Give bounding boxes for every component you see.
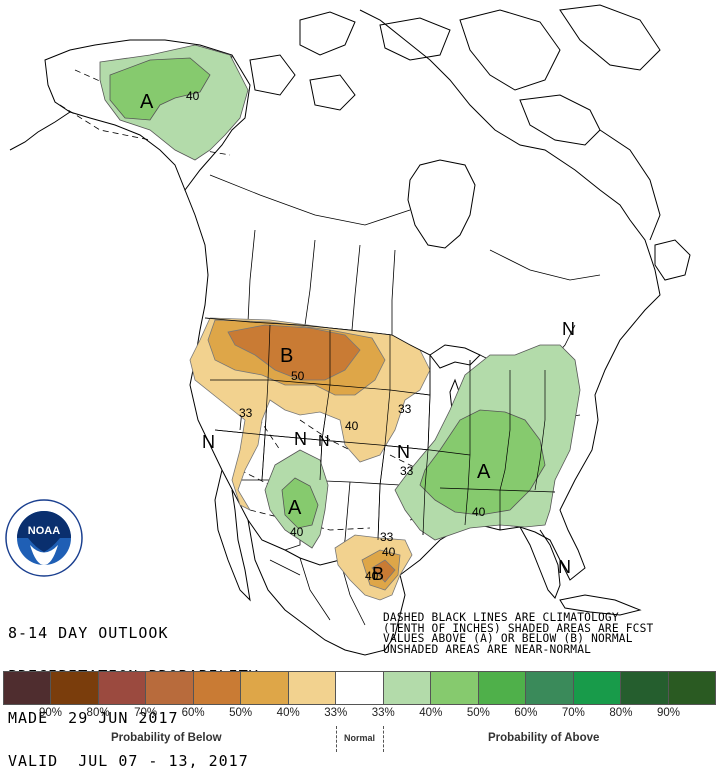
southwest-40-label: 40 <box>290 525 304 539</box>
texas-33-label: 33 <box>380 530 394 544</box>
coastline-borders <box>9 4 691 656</box>
legend-swatch <box>430 672 478 704</box>
outlook-title-line: 8-14 DAY OUTLOOK <box>8 624 169 642</box>
legend-swatch <box>572 672 621 704</box>
legend-tick: 90% <box>39 707 63 719</box>
map-labels: A 40 B 50 40 33 33 N N N N N A 40 N A 40… <box>140 89 575 584</box>
florida-n-label: N <box>558 557 571 577</box>
outlook-made-date: MADE 29 JUN 2017 <box>8 709 179 727</box>
legend-tick: 50% <box>229 707 253 719</box>
west-33-label: 33 <box>239 406 253 420</box>
legend-swatch <box>620 672 668 704</box>
legend-swatch <box>3 672 51 704</box>
central-n-label: N <box>397 442 410 462</box>
explanation-line: VALUES ABOVE (A) OR BELOW (B) NORMAL <box>383 632 633 646</box>
east-a-label: A <box>477 461 491 483</box>
texas-40b-label: 40 <box>365 569 379 583</box>
midwest-33-label: 33 <box>398 402 412 416</box>
plains-50-label: 50 <box>291 369 305 383</box>
northeast-n-label: N <box>562 319 575 339</box>
legend-tick: 60% <box>514 707 538 719</box>
legend-tick: 33% <box>324 707 348 719</box>
legend-tick: 40% <box>276 707 300 719</box>
legend-tick: 60% <box>181 707 205 719</box>
normal-divider <box>336 726 337 752</box>
alaska-above-area <box>99 44 249 161</box>
legend-swatch <box>382 672 431 704</box>
explanation-line: DASHED BLACK LINES ARE CLIMATOLOGY <box>383 611 619 624</box>
legend-swatch <box>477 672 526 704</box>
legend-normal-caption: Normal <box>344 733 376 743</box>
legend-tick: 40% <box>419 707 443 719</box>
legend-tick: 33% <box>371 707 395 719</box>
east-33-label: 33 <box>400 464 414 478</box>
legend-swatch <box>240 672 288 704</box>
noaa-logo-text: NOAA <box>28 525 60 537</box>
legend-swatch <box>525 672 573 704</box>
legend-swatch <box>667 672 717 704</box>
legend-below-caption: Probability of Below <box>111 732 222 744</box>
outlook-valid-dates: VALID JUL 07 - 13, 2017 <box>8 751 249 770</box>
plains-below-area <box>189 317 431 511</box>
alaska-40-label: 40 <box>186 89 200 103</box>
alaska-a-label: A <box>140 91 154 113</box>
legend-swatch <box>192 672 241 704</box>
explanation-block: DASHED BLACK LINES ARE CLIMATOLOGY (TENT… <box>383 611 719 656</box>
east-40-label: 40 <box>472 505 486 519</box>
noaa-logo: NOAA <box>5 499 83 577</box>
legend-color-bar <box>3 671 717 705</box>
rockies-n-label: N <box>294 429 307 449</box>
texas-below-area <box>334 534 413 601</box>
legend-tick: 50% <box>466 707 490 719</box>
explanation-line: UNSHADED AREAS ARE NEAR-NORMAL <box>383 642 592 656</box>
legend-tick-labels: 90% 80% 70% 60% 50% 40% 33% 33% 40% 50% 60% 70% 80% 9… <box>3 707 716 721</box>
legend-swatch <box>50 672 98 704</box>
normal-divider <box>383 726 384 752</box>
legend-tick: 70% <box>134 707 158 719</box>
legend-tick: 90% <box>656 707 680 719</box>
legend-swatch <box>97 672 146 704</box>
texas-40-label: 40 <box>382 545 396 559</box>
legend-tick: 80% <box>86 707 110 719</box>
legend-tick: 70% <box>561 707 585 719</box>
legend-above-caption: Probability of Above <box>488 732 600 744</box>
legend-tick: 80% <box>609 707 633 719</box>
explanation-line: (TENTH OF INCHES) SHADED AREAS ARE FCST <box>383 621 654 635</box>
southwest-n-label: N <box>318 433 330 450</box>
legend-swatch <box>335 672 383 704</box>
plains-b-label: B <box>280 345 293 367</box>
plains-40-label: 40 <box>345 419 359 433</box>
west-n-label: N <box>202 432 215 452</box>
legend-swatch <box>287 672 336 704</box>
legend-swatch <box>145 672 193 704</box>
texas-b-label: B <box>372 564 384 584</box>
southwest-above-area <box>264 449 329 549</box>
precipitation-outlook-map: A 40 B 50 40 33 33 N N N N N A 40 N A 40… <box>5 4 691 656</box>
southwest-a-label: A <box>288 497 302 519</box>
